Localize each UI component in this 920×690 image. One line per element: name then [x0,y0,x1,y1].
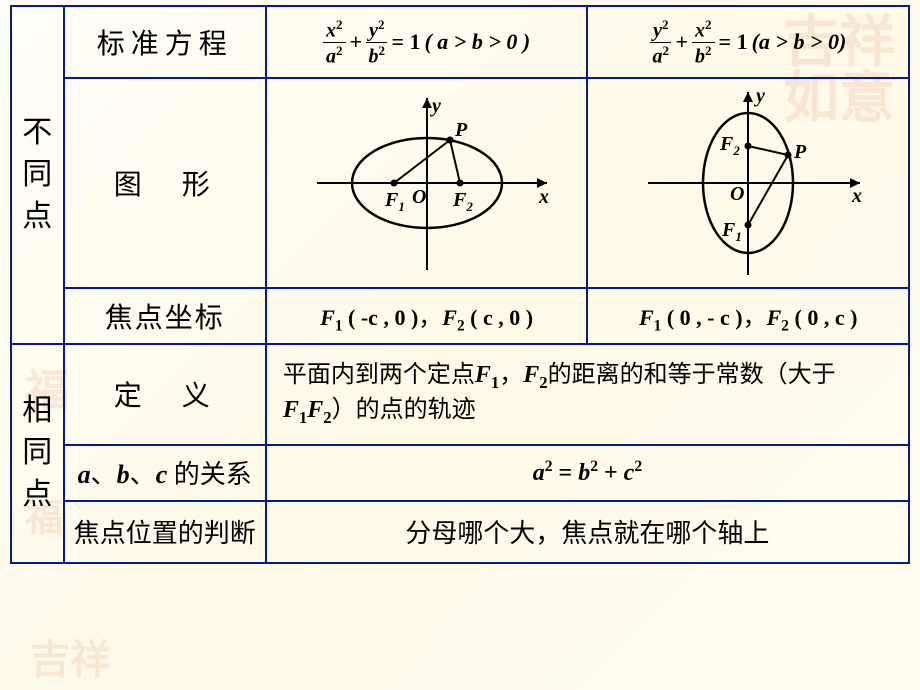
figure-horizontal-ellipse: y x O F1 F2 P [266,78,588,288]
svg-text:F1: F1 [384,189,405,214]
row-focus-judge: 焦点位置的判断 分母哪个大，焦点就在哪个轴上 [11,501,909,563]
label-figure: 图 形 [64,78,266,288]
row-standard-equation: 不同点 标准方程 x2a2 + y2b2 = 1 ( a > b > 0 ) y… [11,6,909,78]
svg-text:F2: F2 [719,133,740,158]
svg-text:y: y [754,85,765,107]
equation-vertical: y2a2 + x2b2 = 1 (a > b > 0) [587,6,909,78]
focal-horizontal: F1 ( -c , 0 )，F2 ( c , 0 ) [266,288,588,344]
same-char-2: 同 [22,436,52,469]
figure-vertical-ellipse: y x O F2 F1 P [587,78,909,288]
section-header-same: 相同点 [11,344,64,563]
svg-text:F1: F1 [721,219,742,244]
ellipse-comparison-table: 不同点 标准方程 x2a2 + y2b2 = 1 ( a > b > 0 ) y… [10,5,910,564]
judge-text: 分母哪个大，焦点就在哪个轴上 [266,501,909,563]
equation-horizontal: x2a2 + y2b2 = 1 ( a > b > 0 ) [266,6,588,78]
svg-text:P: P [793,141,807,163]
svg-text:x: x [851,185,862,207]
svg-text:P: P [454,119,468,141]
row-focal-coords: 焦点坐标 F1 ( -c , 0 )，F2 ( c , 0 ) F1 ( 0 ,… [11,288,909,344]
svg-text:x: x [538,186,549,208]
diff-char-1: 不 [22,116,52,149]
svg-text:y: y [430,95,441,117]
label-standard-eq: 标准方程 [64,6,266,78]
diff-char-3: 点 [22,200,52,233]
svg-text:F2: F2 [452,189,473,214]
svg-text:O: O [730,183,744,205]
definition-text: 平面内到两个定点F1，F2的距离的和等于常数（大于F1F2）的点的轨迹 [266,344,909,445]
abc-equation: a2 = b2 + c2 [266,445,909,501]
label-definition: 定 义 [64,344,266,445]
svg-text:O: O [412,186,426,208]
label-abc: a、b、c 的关系 [64,445,266,501]
same-char-1: 相 [22,394,52,427]
diff-char-2: 同 [22,158,52,191]
label-focal: 焦点坐标 [64,288,266,344]
row-figure: 图 形 y x O F1 F2 P [11,78,909,288]
row-abc-relation: a、b、c 的关系 a2 = b2 + c2 [11,445,909,501]
focal-vertical: F1 ( 0 , - c )，F2 ( 0 , c ) [587,288,909,344]
row-definition: 相同点 定 义 平面内到两个定点F1，F2的距离的和等于常数（大于F1F2）的点… [11,344,909,445]
section-header-different: 不同点 [11,6,64,344]
label-judge: 焦点位置的判断 [64,501,266,563]
same-char-3: 点 [22,478,52,511]
